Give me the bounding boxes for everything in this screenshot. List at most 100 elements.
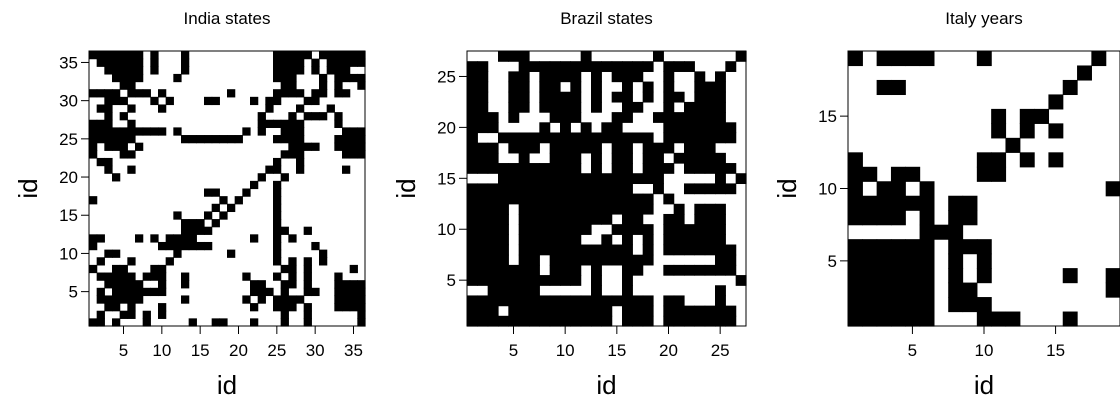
heatmap-cell — [905, 311, 921, 327]
heatmap-cell — [112, 264, 121, 274]
heatmap-cell — [311, 241, 320, 251]
heatmap-cell — [570, 183, 582, 195]
heatmap-cell — [127, 73, 136, 83]
heatmap-cell — [498, 203, 509, 215]
heatmap-cell — [196, 226, 205, 235]
heatmap-cell — [642, 81, 654, 93]
heatmap-cell — [219, 211, 228, 220]
heatmap-cell — [319, 89, 328, 98]
heatmap-cell — [119, 112, 128, 121]
heatmap-cell — [467, 81, 478, 93]
heatmap-cell — [560, 295, 571, 307]
heatmap-cell — [89, 196, 98, 205]
heatmap-cell — [119, 96, 128, 106]
heatmap-cell — [725, 122, 737, 134]
heatmap-cell — [591, 285, 602, 297]
heatmap-cell — [976, 239, 992, 255]
heatmap-cell — [704, 101, 716, 113]
heatmap-cell — [342, 58, 351, 67]
heatmap-cell — [549, 61, 561, 72]
heatmap-cell — [104, 295, 113, 304]
heatmap-cell — [477, 193, 489, 205]
heatmap-cell — [196, 135, 205, 144]
heatmap-cell — [529, 173, 540, 185]
heatmap-cell — [580, 224, 592, 235]
heatmap-cell — [663, 163, 675, 174]
y-axis-ticks: 5 10 15 20 25 30 35 — [59, 53, 89, 302]
heatmap-cell — [334, 303, 343, 312]
heatmap-cell — [257, 127, 266, 136]
heatmap-cell — [518, 81, 530, 93]
heatmap-cell — [948, 239, 964, 255]
heatmap-cell — [653, 152, 664, 164]
heatmap-cell — [273, 241, 282, 251]
heatmap-cell — [319, 112, 328, 121]
heatmap-cell — [204, 241, 213, 251]
heatmap-cell — [150, 272, 159, 281]
heatmap-cell — [725, 183, 737, 195]
heatmap-cell — [188, 234, 197, 243]
heatmap-cell — [560, 61, 571, 72]
heatmap-cell — [591, 71, 602, 83]
heatmap-cell — [591, 264, 602, 276]
heatmap-cell — [508, 295, 520, 307]
heatmap-cell — [725, 315, 737, 327]
heatmap-cell — [560, 305, 571, 317]
heatmap-cell — [905, 195, 921, 211]
heatmap-cell — [181, 66, 190, 75]
heatmap-cell — [694, 112, 706, 123]
heatmap-cell — [104, 89, 113, 98]
heatmap-cell — [580, 173, 592, 185]
heatmap-cell — [303, 51, 312, 60]
heatmap-cell — [135, 280, 144, 289]
heatmap-cell — [188, 226, 197, 235]
heatmap-cell — [112, 127, 121, 136]
heatmap-cell — [96, 287, 105, 297]
heatmap-cell — [862, 297, 878, 313]
heatmap-cell — [467, 112, 478, 123]
heatmap-cell — [104, 303, 113, 312]
heatmap-cell — [905, 51, 921, 67]
heatmap-cell — [673, 152, 685, 164]
x-tick-label: 10 — [975, 341, 994, 360]
heatmap-cell — [357, 287, 366, 297]
heatmap-cell — [250, 280, 259, 289]
heatmap-cell — [165, 234, 174, 243]
heatmap-cell — [622, 112, 633, 123]
heatmap-cell — [539, 71, 551, 83]
heatmap-cell — [890, 79, 906, 96]
heatmap-cell — [127, 272, 136, 281]
y-tick-label: 25 — [59, 130, 78, 149]
heatmap-cell — [976, 253, 992, 269]
heatmap-cell — [1091, 51, 1107, 67]
heatmap-cell — [127, 165, 136, 174]
heatmap-cell — [334, 58, 343, 67]
heatmap-cell — [549, 224, 561, 235]
heatmap-cell — [96, 310, 105, 319]
heatmap-cell — [518, 173, 530, 185]
heatmap-cell — [273, 257, 282, 266]
x-tick-label: 15 — [607, 341, 626, 360]
heatmap-cell — [349, 142, 358, 151]
heatmap-cell — [135, 142, 144, 151]
heatmap-cell — [694, 264, 706, 276]
heatmap-cell — [158, 303, 167, 312]
heatmap-cell — [611, 295, 623, 307]
heatmap-cell — [694, 163, 706, 174]
heatmap-cell — [342, 280, 351, 289]
heatmap-cell — [150, 287, 159, 297]
heatmap-cell — [694, 101, 706, 113]
heatmap-cell — [663, 91, 675, 103]
heatmap-cell — [273, 226, 282, 235]
heatmap-cell — [498, 193, 509, 205]
x-tick-label: 25 — [711, 341, 730, 360]
heatmap-cell — [296, 157, 305, 167]
heatmap-cell — [211, 96, 220, 106]
heatmap-cell — [319, 51, 328, 60]
heatmap-cell — [288, 89, 297, 98]
heatmap-cell — [112, 135, 121, 144]
heatmap-cell — [1105, 181, 1120, 197]
heatmap-cell — [549, 305, 561, 317]
heatmap-cell — [349, 51, 358, 60]
heatmap-cell — [273, 196, 282, 205]
